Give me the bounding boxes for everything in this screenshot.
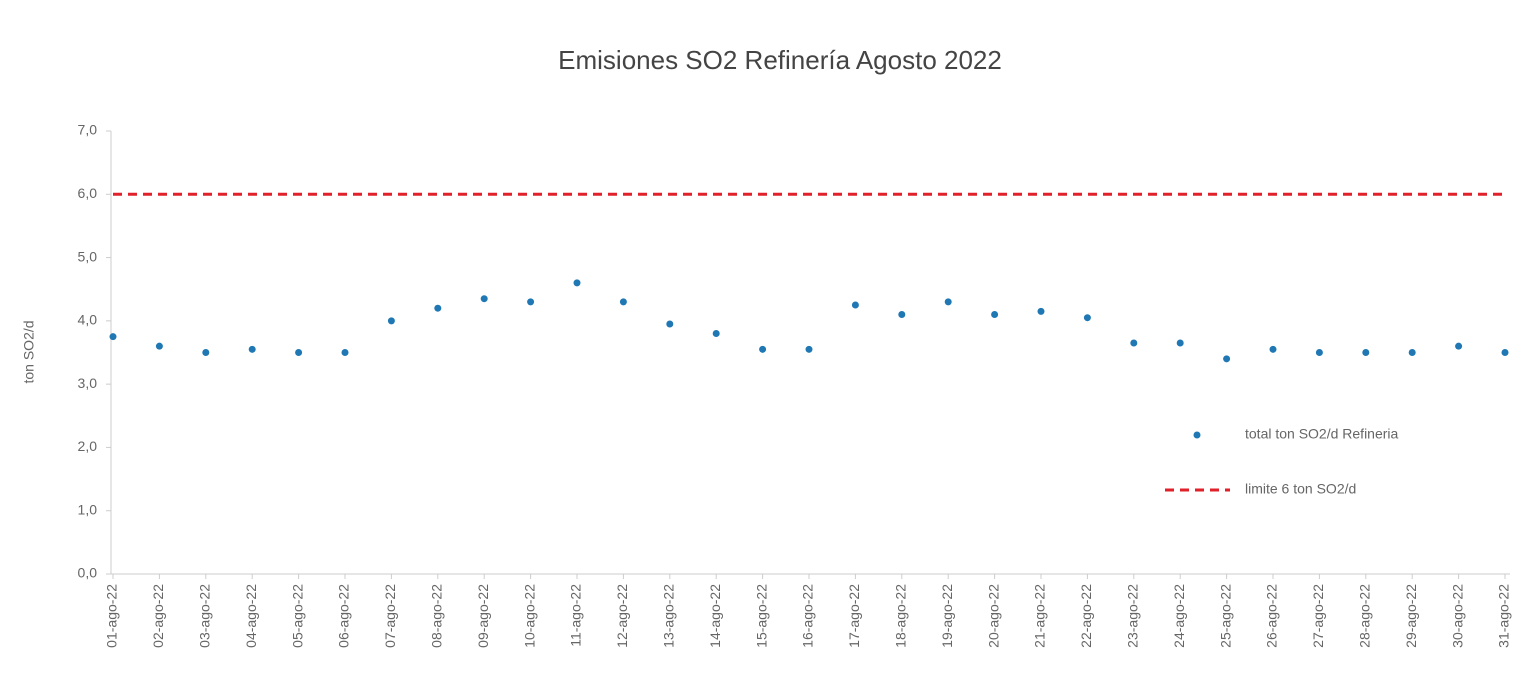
y-tick-label: 6,0	[78, 185, 98, 201]
y-tick-label: 2,0	[78, 438, 98, 454]
x-tick-label: 17-ago-22	[846, 584, 862, 648]
data-point	[1315, 349, 1323, 356]
y-axis-label: ton SO2/d	[21, 320, 37, 383]
x-tick-label: 21-ago-22	[1032, 584, 1048, 648]
data-point	[248, 345, 256, 353]
x-tick-label: 14-ago-22	[707, 584, 723, 648]
y-tick-label: 3,0	[78, 375, 98, 391]
data-point	[1083, 314, 1091, 322]
data-point	[1455, 342, 1463, 350]
x-tick-label: 02-ago-22	[150, 584, 166, 648]
x-tick-label: 23-ago-22	[1125, 584, 1141, 648]
x-tick-label: 22-ago-22	[1078, 584, 1094, 648]
x-tick-label: 05-ago-22	[289, 584, 305, 648]
data-point	[1501, 349, 1509, 356]
data-point	[480, 295, 488, 303]
y-tick-label: 4,0	[78, 312, 98, 328]
x-tick-label: 06-ago-22	[336, 584, 352, 648]
data-point	[1223, 355, 1231, 363]
x-tick-label: 26-ago-22	[1264, 584, 1280, 648]
data-point	[805, 345, 813, 353]
data-point	[295, 349, 303, 356]
x-tick-label: 19-ago-22	[939, 584, 955, 648]
data-point	[851, 301, 859, 309]
data-point	[619, 298, 627, 306]
x-tick-label: 31-ago-22	[1496, 584, 1512, 648]
x-tick-label: 15-ago-22	[753, 584, 769, 648]
x-tick-label: 25-ago-22	[1217, 584, 1233, 648]
y-tick-label: 5,0	[78, 248, 98, 264]
x-tick-label: 20-ago-22	[985, 584, 1001, 648]
x-tick-label: 11-ago-22	[568, 584, 584, 647]
x-tick-label: 27-ago-22	[1310, 584, 1326, 648]
x-tick-label: 03-ago-22	[197, 584, 213, 648]
x-tick-label: 01-ago-22	[104, 584, 120, 648]
data-point	[387, 317, 395, 325]
data-point	[991, 311, 999, 319]
x-tick-label: 08-ago-22	[429, 584, 445, 648]
data-point	[1130, 339, 1138, 347]
data-point	[1176, 339, 1184, 347]
x-tick-label: 07-ago-22	[382, 584, 398, 648]
x-tick-label: 12-ago-22	[614, 584, 630, 648]
x-tick-label: 10-ago-22	[521, 584, 537, 648]
x-tick-label: 04-ago-22	[243, 584, 259, 648]
data-point	[1037, 307, 1045, 315]
data-point	[155, 342, 163, 350]
data-point	[1269, 345, 1277, 353]
legend-label: limite 6 ton SO2/d	[1245, 481, 1356, 497]
data-point	[898, 311, 906, 319]
legend-label: total ton SO2/d Refineria	[1245, 426, 1399, 442]
data-point	[666, 320, 674, 328]
y-tick-label: 1,0	[78, 501, 98, 517]
y-tick-label: 0,0	[78, 565, 98, 581]
data-point	[341, 349, 349, 356]
data-point	[944, 298, 952, 306]
data-point	[434, 304, 442, 312]
x-tick-label: 18-ago-22	[893, 584, 909, 648]
x-tick-label: 29-ago-22	[1403, 584, 1419, 648]
x-tick-label: 13-ago-22	[661, 584, 677, 648]
x-tick-label: 30-ago-22	[1449, 584, 1465, 648]
data-point	[1408, 349, 1416, 356]
data-point	[527, 298, 535, 306]
data-point	[759, 345, 767, 353]
data-point	[573, 279, 581, 287]
x-tick-label: 28-ago-22	[1357, 584, 1373, 648]
x-tick-label: 09-ago-22	[475, 584, 491, 648]
data-point	[712, 330, 720, 338]
chart-title: Emisiones SO2 Refinería Agosto 2022	[558, 45, 1002, 75]
data-point	[109, 333, 117, 341]
y-tick-label: 7,0	[78, 122, 98, 138]
legend-marker	[1193, 431, 1201, 439]
data-point	[1362, 349, 1370, 356]
x-tick-label: 16-ago-22	[800, 584, 816, 648]
data-point	[202, 349, 210, 356]
x-tick-label: 24-ago-22	[1171, 584, 1187, 648]
